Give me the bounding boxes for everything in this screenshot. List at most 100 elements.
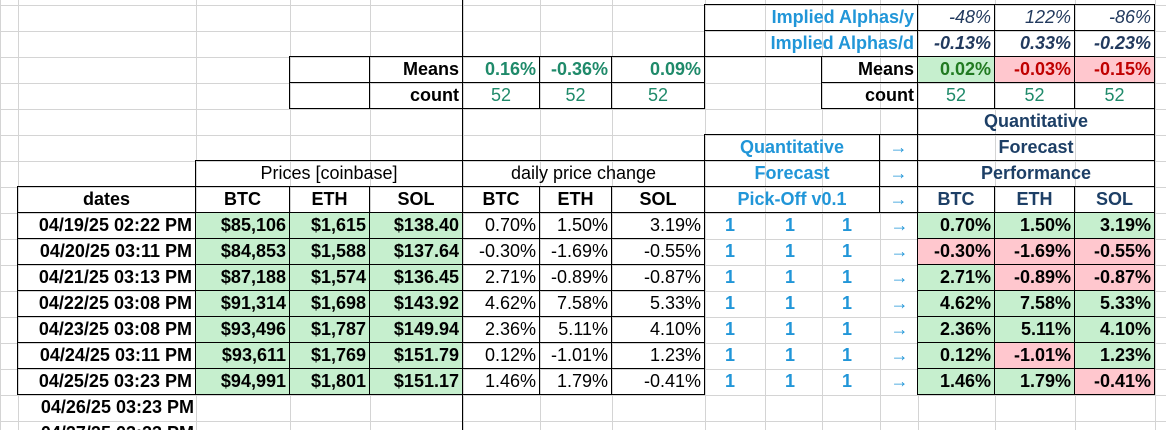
date: 04/22/25 03:08 PM: [17, 290, 196, 317]
price: $1,787: [289, 316, 370, 343]
daily-change: 2.36%: [462, 316, 540, 343]
perf-title: Performance: [917, 160, 1155, 187]
performance: 3.19%: [1074, 212, 1155, 239]
stat-box: [289, 56, 370, 83]
price: $1,615: [289, 212, 370, 239]
performance: 1.50%: [994, 212, 1075, 239]
forecast: 1: [725, 345, 736, 365]
price: $1,574: [289, 264, 370, 291]
arrow: →: [890, 371, 909, 391]
price: $149.94: [369, 316, 463, 343]
daily-change: -1.69%: [539, 238, 612, 265]
performance: 1.46%: [917, 368, 995, 395]
stat-value: 52: [539, 82, 612, 109]
daily-change: 5.11%: [539, 316, 612, 343]
daily-change: 5.33%: [611, 290, 705, 317]
grid-line: [765, 0, 766, 430]
grid-line: [705, 0, 706, 430]
forecast: 1: [785, 319, 796, 339]
forecast-title: Pick-Off v0.1: [704, 186, 880, 213]
stat-label: Means: [821, 56, 918, 83]
forecast: 1: [785, 293, 796, 313]
forecast: 1: [842, 319, 853, 339]
arrow: →: [890, 241, 909, 261]
performance: -0.30%: [917, 238, 995, 265]
column-header: dates: [17, 186, 196, 213]
column-header: SOL: [369, 186, 463, 213]
price: $136.45: [369, 264, 463, 291]
stat-label: count: [369, 82, 463, 109]
performance: 0.70%: [917, 212, 995, 239]
alpha-value: 122%: [994, 4, 1075, 31]
daily-change: -0.89%: [539, 264, 612, 291]
date: 04/23/25 03:08 PM: [17, 316, 196, 343]
grid-line: [463, 0, 464, 430]
forecast-title: Quantitative: [704, 134, 880, 161]
column-header: ETH: [539, 186, 612, 213]
price: $151.79: [369, 342, 463, 369]
daily-change: 3.19%: [611, 212, 705, 239]
price: $143.92: [369, 290, 463, 317]
column-header: SOL: [611, 186, 705, 213]
daily-change: -0.30%: [462, 238, 540, 265]
stat-box: [289, 82, 370, 109]
perf-title: Forecast: [917, 134, 1155, 161]
grid-line: [0, 135, 1166, 136]
price: $93,611: [195, 342, 290, 369]
grid-line: [0, 265, 1166, 266]
date: 04/21/25 03:13 PM: [17, 264, 196, 291]
column-header: SOL: [1074, 186, 1155, 213]
daily-change: -0.55%: [611, 238, 705, 265]
grid-line: [0, 31, 1166, 32]
alpha-label: Implied Alphas/y: [704, 4, 918, 31]
performance: 1.23%: [1074, 342, 1155, 369]
forecast: 1: [785, 371, 796, 391]
forecast: 1: [842, 267, 853, 287]
daily-change: -0.87%: [611, 264, 705, 291]
price: $1,801: [289, 368, 370, 395]
price: $138.40: [369, 212, 463, 239]
grid-line: [0, 291, 1166, 292]
performance: 1.79%: [994, 368, 1075, 395]
forecast: 1: [842, 371, 853, 391]
stat-value: 52: [611, 82, 705, 109]
grid-line: [0, 57, 1166, 58]
stat-value: 52: [917, 82, 995, 109]
column-header: BTC: [462, 186, 540, 213]
forecast: 1: [785, 215, 796, 235]
alpha-value: -0.23%: [1074, 30, 1155, 57]
grid-line: [822, 0, 823, 430]
stat-value: -0.15%: [1074, 56, 1155, 83]
date: 04/20/25 03:11 PM: [17, 238, 196, 265]
grid-line: [0, 5, 1166, 6]
grid-line: [0, 343, 1166, 344]
stat-value: -0.36%: [539, 56, 612, 83]
arrow: →: [879, 134, 918, 161]
arrow: →: [879, 160, 918, 187]
price: $137.64: [369, 238, 463, 265]
forecast: 1: [842, 241, 853, 261]
performance: 2.36%: [917, 316, 995, 343]
price: $85,106: [195, 212, 290, 239]
stat-value: 0.16%: [462, 56, 540, 83]
alpha-label: Implied Alphas/d: [704, 30, 918, 57]
alpha-value: 0.33%: [994, 30, 1075, 57]
price: $151.17: [369, 368, 463, 395]
daily-change: 1.46%: [462, 368, 540, 395]
grid-line: [0, 369, 1166, 370]
performance: 7.58%: [994, 290, 1075, 317]
date: 04/27/25 03:23 PM: [18, 421, 197, 430]
column-header: ETH: [994, 186, 1075, 213]
arrow: →: [890, 345, 909, 365]
arrow: →: [890, 267, 909, 287]
performance: 4.10%: [1074, 316, 1155, 343]
price: $93,496: [195, 316, 290, 343]
arrow: →: [890, 319, 909, 339]
alpha-value: -86%: [1074, 4, 1155, 31]
daily-change: 2.71%: [462, 264, 540, 291]
grid-line: [0, 83, 1166, 84]
forecast: 1: [842, 293, 853, 313]
date: 04/26/25 03:23 PM: [40, 397, 194, 417]
forecast: 1: [785, 267, 796, 287]
forecast: 1: [725, 371, 736, 391]
